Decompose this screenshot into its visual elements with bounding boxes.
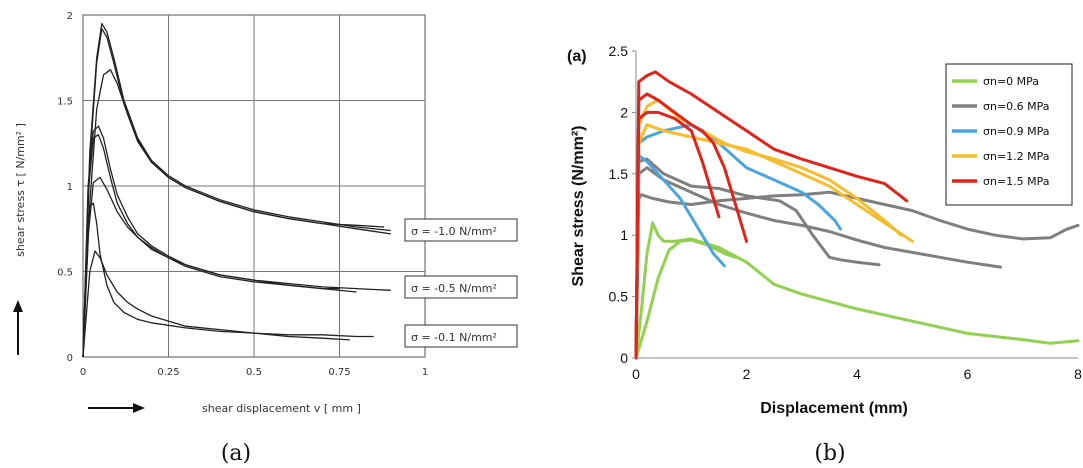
chart-b-y-tick-label: 0 [620, 350, 628, 366]
legend-label: σn=0 MPa [983, 75, 1039, 88]
annotation-box-2: σ = -0.5 N/mm² [404, 275, 518, 299]
chart-b-x-ticks: 0 2 4 6 8 [632, 366, 1082, 382]
chart-a-series-line [82, 176, 340, 358]
chart-b-series-line [634, 70, 909, 360]
chart-a-series-line [82, 125, 391, 358]
chart-a-x-ticks: 0 0.25 0.5 0.75 1 [80, 367, 428, 378]
chart-a-y-tick-label: 0.5 [57, 268, 73, 279]
chart-b-y-axis-label: Shear stress (N/mm²) [570, 126, 587, 287]
chart-a-y-tick-label: 1.5 [57, 97, 73, 108]
chart-b-series-line [634, 92, 748, 360]
chart-a: 0 0.25 0.5 0.75 1 0 0.5 1 1.5 2 σ = -1.0 N/mm² σ… [13, 11, 518, 415]
chart-a-y-tick-label: 2 [67, 11, 73, 22]
chart-b-x-axis-label: Displacement (mm) [760, 400, 908, 417]
caption-a: (a) [221, 441, 251, 466]
chart-a-y-tick-label: 0 [67, 353, 73, 364]
chart-a-x-axis-label: shear displacement v [ mm ] [202, 402, 361, 415]
legend-label: σn=0.9 MPa [983, 125, 1050, 138]
annotation-sigma-3: σ = -0.1 N/mm² [411, 331, 497, 344]
chart-a-series-line [82, 69, 391, 358]
chart-b-y-tick-label: 2.5 [609, 43, 629, 59]
caption-b: (b) [814, 441, 845, 466]
chart-b-y-ticks: 0 0.5 1 1.5 2 2.5 [609, 43, 636, 366]
chart-a-series-line [82, 202, 374, 358]
chart-a-grid [83, 15, 425, 357]
chart-b-series-line [634, 166, 1003, 360]
legend-label: σn=0.6 MPa [983, 100, 1050, 113]
y-direction-arrowhead [13, 300, 23, 312]
chart-b-y-tick-label: 1 [620, 227, 628, 243]
annotation-sigma-1: σ = -1.0 N/mm² [411, 225, 497, 238]
chart-b-series-line [634, 153, 726, 360]
chart-a-x-tick-label: 0.5 [246, 367, 262, 378]
chart-b-series-line [634, 157, 881, 360]
chart-b-x-tick-label: 2 [743, 366, 751, 382]
chart-a-y-ticks: 0 0.5 1 1.5 2 [57, 11, 73, 364]
chart-b-legend: σn=0 MPa σn=0.6 MPa σn=0.9 MPa σn=1.2 MPa σn… [945, 63, 1073, 206]
chart-b-series-line [634, 190, 1080, 360]
legend-label: σn=1.2 MPa [983, 150, 1050, 163]
chart-b-x-tick-label: 0 [632, 366, 640, 382]
chart-a-x-tick-label: 0.75 [328, 367, 350, 378]
chart-b-x-tick-label: 4 [853, 366, 861, 382]
chart-b-panel-label: (a) [567, 48, 587, 65]
chart-a-y-axis-label: shear stress τ [ N/mm² ] [14, 123, 27, 257]
chart-b-series-line [634, 123, 842, 360]
chart-b-y-tick-label: 1.5 [609, 166, 629, 182]
chart-a-x-tick-label: 0.25 [157, 367, 179, 378]
annotation-box-3: σ = -0.1 N/mm² [404, 324, 518, 348]
x-direction-arrowhead [133, 403, 145, 413]
chart-b-y-tick-label: 0.5 [609, 289, 629, 305]
chart-b-series-line [634, 123, 914, 360]
chart-b-lines [634, 70, 1080, 360]
chart-b-series-line [634, 98, 903, 360]
chart-b-x-tick-label: 8 [1074, 366, 1082, 382]
annotation-box-1: σ = -1.0 N/mm² [404, 218, 518, 242]
chart-a-series-line [82, 250, 350, 358]
annotation-sigma-2: σ = -0.5 N/mm² [411, 282, 497, 295]
chart-a-x-tick-label: 1 [422, 367, 428, 378]
chart-b-series-line [634, 110, 721, 360]
chart-a-series-line [82, 22, 391, 358]
chart-a-x-tick-label: 0 [80, 367, 86, 378]
chart-b-x-tick-label: 6 [964, 366, 972, 382]
chart-b-y-tick-label: 2 [620, 104, 628, 120]
chart-a-lines [82, 22, 391, 358]
chart-b-series-line [634, 238, 737, 360]
chart-a-y-tick-label: 1 [67, 182, 73, 193]
chart-b: (a) 0 2 4 6 8 0 0.5 1 1.5 2 2.5 σn=0 MPa σn=0.6 MP… [567, 43, 1082, 417]
legend-label: σn=1.5 MPa [983, 175, 1050, 188]
